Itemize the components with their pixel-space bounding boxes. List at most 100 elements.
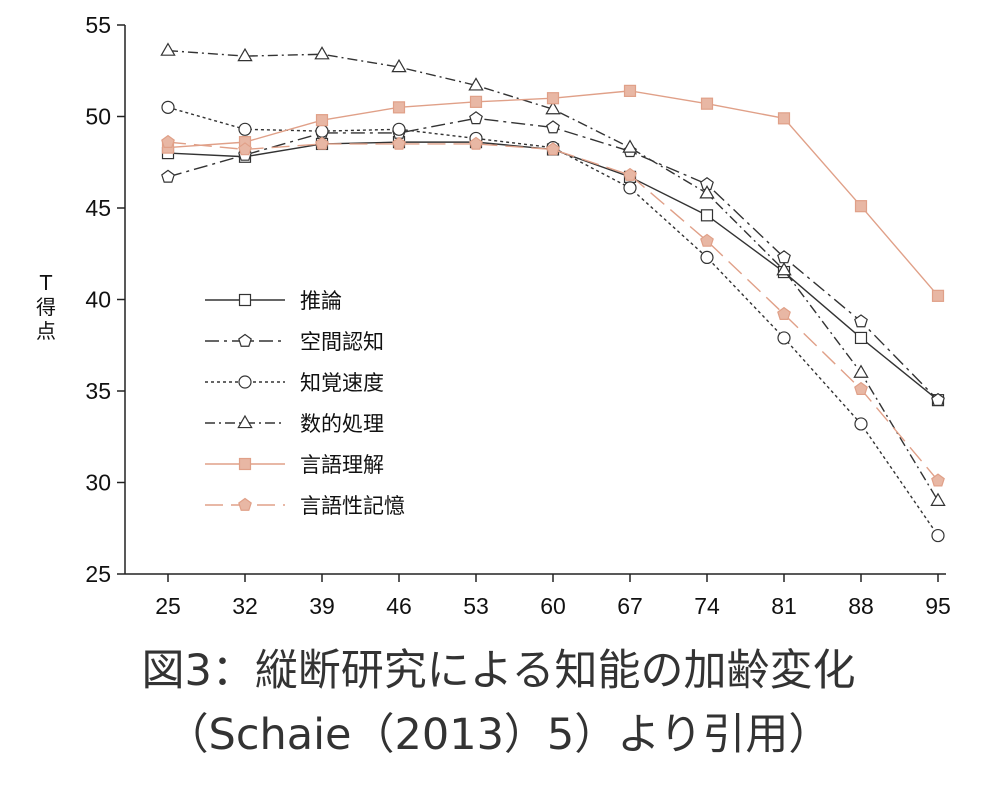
x-tick-label: 46 (386, 593, 412, 619)
data-point (469, 136, 483, 150)
legend-item: 知覚速度 (205, 371, 384, 395)
data-point (700, 209, 714, 222)
data-point (161, 169, 175, 183)
data-point (391, 58, 407, 73)
data-point (931, 392, 945, 407)
y-axis-label-char: 点 (36, 319, 56, 343)
data-point (161, 100, 175, 114)
y-axis-label-char: T (39, 271, 53, 295)
data-point (623, 167, 637, 181)
data-point (931, 289, 945, 302)
data-point (776, 262, 792, 276)
data-point (854, 200, 868, 213)
series-line (167, 117, 939, 401)
figure-caption-line-2: （Schaie（2013）5）より引用） (165, 710, 832, 760)
series-6 (161, 134, 945, 487)
legend-label: 空間認知 (300, 330, 384, 354)
y-axis-label: T得点 (36, 271, 56, 343)
data-point (315, 124, 329, 138)
legend-item: 言語理解 (205, 453, 384, 477)
y-axis-label-char: 得 (36, 295, 56, 319)
data-point (700, 97, 714, 110)
data-point (930, 492, 946, 506)
data-point (546, 92, 560, 105)
data-point (392, 122, 406, 136)
x-tick-label: 32 (232, 593, 258, 619)
data-point (392, 101, 406, 114)
chart-series-layer (160, 42, 946, 543)
chart-axes: 25 30 35 40 45 50 55 25 32 39 46 53 60 67 74 81 88 95 (85, 12, 950, 619)
legend-item: 推論 (205, 289, 342, 313)
data-point (699, 185, 715, 199)
data-point (853, 364, 869, 378)
data-point (469, 95, 483, 108)
data-point (700, 233, 714, 247)
legend-marker (238, 497, 252, 511)
x-tick-label: 95 (925, 593, 951, 619)
data-point (854, 417, 868, 431)
legend-marker (238, 457, 252, 471)
x-tick-label: 67 (617, 593, 643, 619)
y-tick-label: 45 (85, 195, 111, 221)
data-point (545, 100, 561, 115)
legend-marker (238, 293, 252, 307)
series-4 (160, 42, 946, 506)
data-point (546, 142, 560, 156)
x-tick-label: 88 (848, 593, 874, 619)
chart: 25 30 35 40 45 50 55 25 32 39 46 53 60 67 74 81 88 95 推論空… (36, 12, 951, 619)
x-tick-label: 25 (155, 593, 181, 619)
data-point (160, 42, 176, 56)
legend-marker (237, 414, 253, 429)
series-1 (161, 136, 945, 407)
data-point (931, 473, 945, 487)
legend-label: 数的処理 (300, 412, 384, 436)
data-point (238, 142, 252, 156)
data-point (700, 250, 714, 265)
data-point (931, 528, 945, 543)
data-point (777, 306, 791, 320)
legend-item: 言語性記憶 (205, 494, 405, 518)
series-2 (161, 111, 945, 407)
data-point (854, 314, 868, 328)
data-point (161, 134, 175, 148)
legend-marker (238, 333, 252, 347)
data-point (314, 46, 330, 60)
data-point (315, 114, 329, 127)
series-line (167, 141, 939, 401)
x-tick-label: 39 (309, 593, 335, 619)
data-point (777, 112, 791, 125)
data-point (623, 181, 637, 195)
data-point (854, 331, 868, 345)
legend-marker (238, 375, 252, 389)
x-tick-label: 81 (771, 593, 797, 619)
x-tick-label: 74 (694, 593, 720, 619)
data-point (854, 381, 868, 396)
data-point (777, 331, 791, 345)
data-point (237, 47, 253, 62)
data-point (392, 136, 406, 150)
series-5 (161, 84, 945, 302)
data-point (469, 111, 483, 125)
y-tick-label: 25 (85, 561, 111, 587)
legend-label: 知覚速度 (300, 371, 384, 395)
data-point (622, 139, 638, 153)
series-line (167, 49, 939, 502)
y-tick-label: 40 (85, 287, 111, 313)
x-tick-label: 53 (463, 593, 489, 619)
figure-caption-line-1: 図3：縦断研究による知能の加齢変化 (141, 646, 856, 696)
y-tick-label: 30 (85, 470, 111, 496)
series-line (167, 141, 939, 482)
legend-item: 空間認知 (205, 330, 384, 354)
data-point (546, 120, 560, 134)
data-point (238, 122, 252, 136)
legend-label: 推論 (300, 289, 342, 313)
y-tick-label: 35 (85, 378, 111, 404)
legend-label: 言語理解 (300, 453, 384, 477)
data-point (315, 136, 329, 150)
legend-label: 言語性記憶 (300, 494, 405, 518)
legend-item: 数的処理 (205, 412, 384, 436)
y-tick-label: 50 (85, 104, 111, 130)
x-tick-label: 60 (540, 593, 566, 619)
data-point (468, 77, 484, 91)
